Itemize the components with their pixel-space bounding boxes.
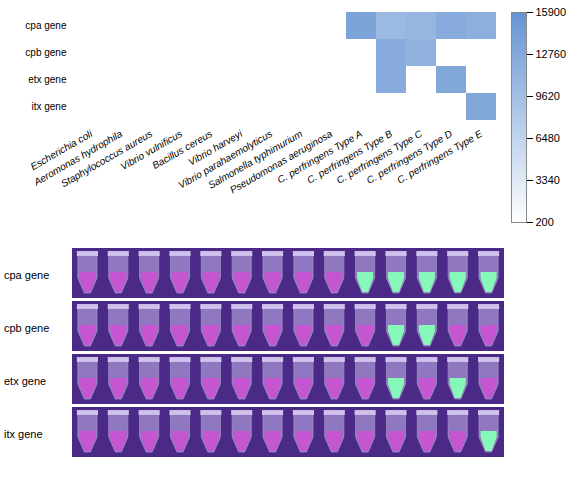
svg-text:etx gene: etx gene	[4, 375, 46, 387]
svg-text:6480: 6480	[536, 132, 560, 144]
svg-text:Bacillus cereus: Bacillus cereus	[150, 127, 215, 172]
svg-text:cpa gene: cpa gene	[25, 20, 67, 31]
svg-text:Vibrio harveyi: Vibrio harveyi	[186, 127, 245, 168]
svg-text:15900: 15900	[536, 6, 567, 18]
svg-text:C. perfringens Type B: C. perfringens Type B	[305, 127, 395, 186]
svg-text:Escherichia coli: Escherichia coli	[28, 127, 95, 173]
svg-text:3340: 3340	[536, 174, 560, 186]
svg-text:cpb gene: cpb gene	[4, 322, 49, 334]
svg-text:Staphylococcus aureus: Staphylococcus aureus	[59, 127, 155, 190]
svg-text:C. perfringens Type C: C. perfringens Type C	[334, 127, 425, 186]
svg-text:Vibrio parahaemolyticus: Vibrio parahaemolyticus	[176, 127, 275, 191]
svg-text:Pseudomonas aeruginosa: Pseudomonas aeruginosa	[228, 127, 335, 196]
svg-text:200: 200	[536, 216, 554, 228]
svg-text:9620: 9620	[536, 90, 560, 102]
svg-text:12760: 12760	[536, 48, 567, 60]
svg-text:C. perfringens Type D: C. perfringens Type D	[364, 127, 455, 186]
svg-text:C. perfringens Type A: C. perfringens Type A	[275, 127, 365, 186]
svg-text:etx gene: etx gene	[28, 74, 67, 85]
svg-text:cpb gene: cpb gene	[25, 47, 67, 58]
svg-text:itx gene: itx gene	[4, 428, 43, 440]
svg-text:Aeromonas hydrophila: Aeromonas hydrophila	[31, 127, 125, 188]
svg-text:C. perfringens Type E: C. perfringens Type E	[395, 128, 484, 186]
svg-text:itx gene: itx gene	[31, 101, 66, 112]
svg-text:Vibrio vulnificus: Vibrio vulnificus	[118, 127, 185, 173]
svg-text:Salmonella typhimurium: Salmonella typhimurium	[206, 127, 305, 191]
svg-text:cpa gene: cpa gene	[4, 269, 49, 281]
